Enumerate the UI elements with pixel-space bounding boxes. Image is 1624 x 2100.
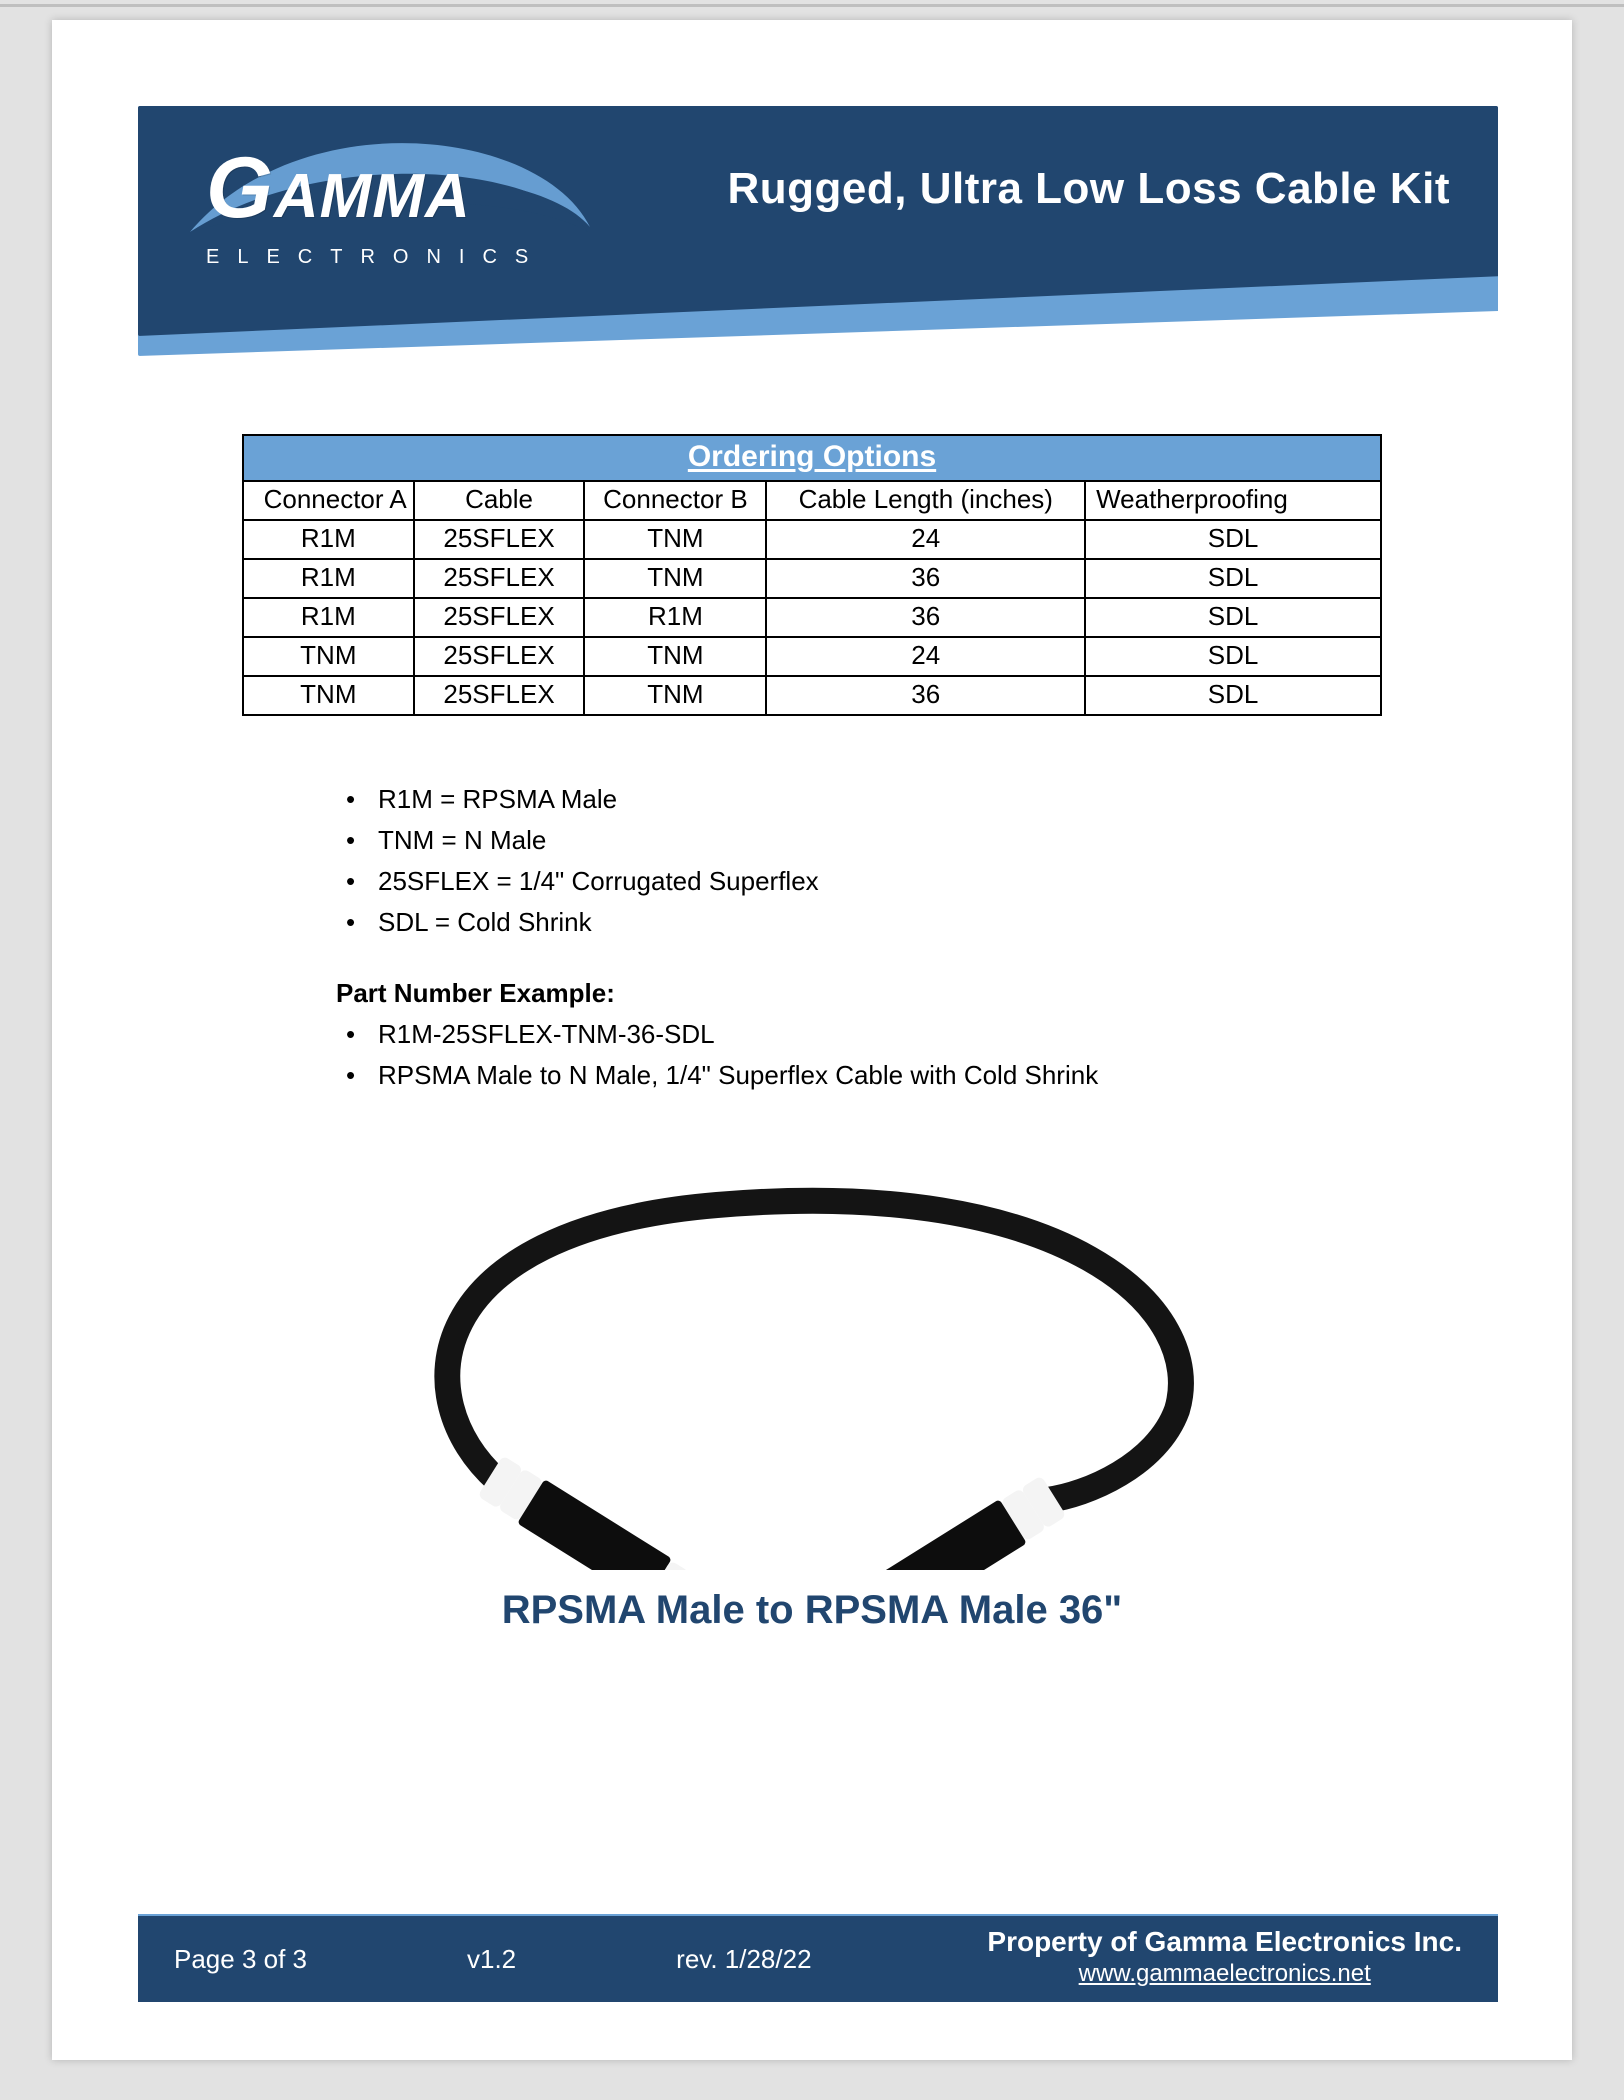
viewport-frame: GAMMA ELECTRONICS Rugged, Ultra Low Loss… xyxy=(0,0,1624,2100)
table-caption: Ordering Options xyxy=(242,434,1382,480)
footer-url[interactable]: www.gammaelectronics.net xyxy=(987,1959,1462,1989)
col-connector-b: Connector B xyxy=(584,481,766,520)
table-row: TNM 25SFLEX TNM 24 SDL xyxy=(243,637,1381,676)
logo-subtext: ELECTRONICS xyxy=(206,246,546,269)
footer-bar: Page 3 of 3 v1.2 rev. 1/28/22 Property o… xyxy=(138,1916,1498,2002)
example-item: RPSMA Male to N Male, 1/4" Superflex Cab… xyxy=(336,1056,1382,1095)
table-row: TNM 25SFLEX TNM 36 SDL xyxy=(243,676,1381,715)
ordering-options-table: Ordering Options Connector A Cable Conne… xyxy=(242,434,1382,716)
footer-property: Property of Gamma Electronics Inc. xyxy=(987,1924,1462,1959)
col-weather: Weatherproofing xyxy=(1085,481,1381,520)
table-header-row: Connector A Cable Connector B Cable Leng… xyxy=(243,481,1381,520)
footer-version: v1.2 xyxy=(467,1944,516,1975)
cable-illustration: RPSMA Male to RPSMA Male 36" xyxy=(52,1150,1572,1633)
legend-item: TNM = N Male xyxy=(336,821,1382,860)
footer-rev: rev. 1/28/22 xyxy=(676,1944,811,1975)
cable-icon xyxy=(287,1150,1337,1570)
table-body: R1M 25SFLEX TNM 24 SDL R1M 25SFLEX TNM 3… xyxy=(243,520,1381,715)
table-row: R1M 25SFLEX TNM 24 SDL xyxy=(243,520,1381,559)
logo-text: GAMMA xyxy=(206,158,471,232)
header-banner: GAMMA ELECTRONICS Rugged, Ultra Low Loss… xyxy=(138,106,1498,356)
legend-item: R1M = RPSMA Male xyxy=(336,780,1382,819)
footer-page: Page 3 of 3 xyxy=(174,1944,307,1975)
brand-logo: GAMMA ELECTRONICS xyxy=(180,132,600,292)
example-item: R1M-25SFLEX-TNM-36-SDL xyxy=(336,1015,1382,1054)
page: GAMMA ELECTRONICS Rugged, Ultra Low Loss… xyxy=(52,20,1572,2060)
table-row: R1M 25SFLEX TNM 36 SDL xyxy=(243,559,1381,598)
legend: R1M = RPSMA Male TNM = N Male 25SFLEX = … xyxy=(336,780,1382,1095)
page-title: Rugged, Ultra Low Loss Cable Kit xyxy=(728,164,1451,214)
legend-item: 25SFLEX = 1/4" Corrugated Superflex xyxy=(336,862,1382,901)
col-cable: Cable xyxy=(414,481,585,520)
legend-item: SDL = Cold Shrink xyxy=(336,903,1382,942)
col-length: Cable Length (inches) xyxy=(766,481,1085,520)
example-heading: Part Number Example: xyxy=(336,974,1382,1013)
table-row: R1M 25SFLEX R1M 36 SDL xyxy=(243,598,1381,637)
cable-caption: RPSMA Male to RPSMA Male 36" xyxy=(502,1588,1123,1633)
content: Ordering Options Connector A Cable Conne… xyxy=(242,434,1382,1097)
col-connector-a: Connector A xyxy=(243,481,414,520)
